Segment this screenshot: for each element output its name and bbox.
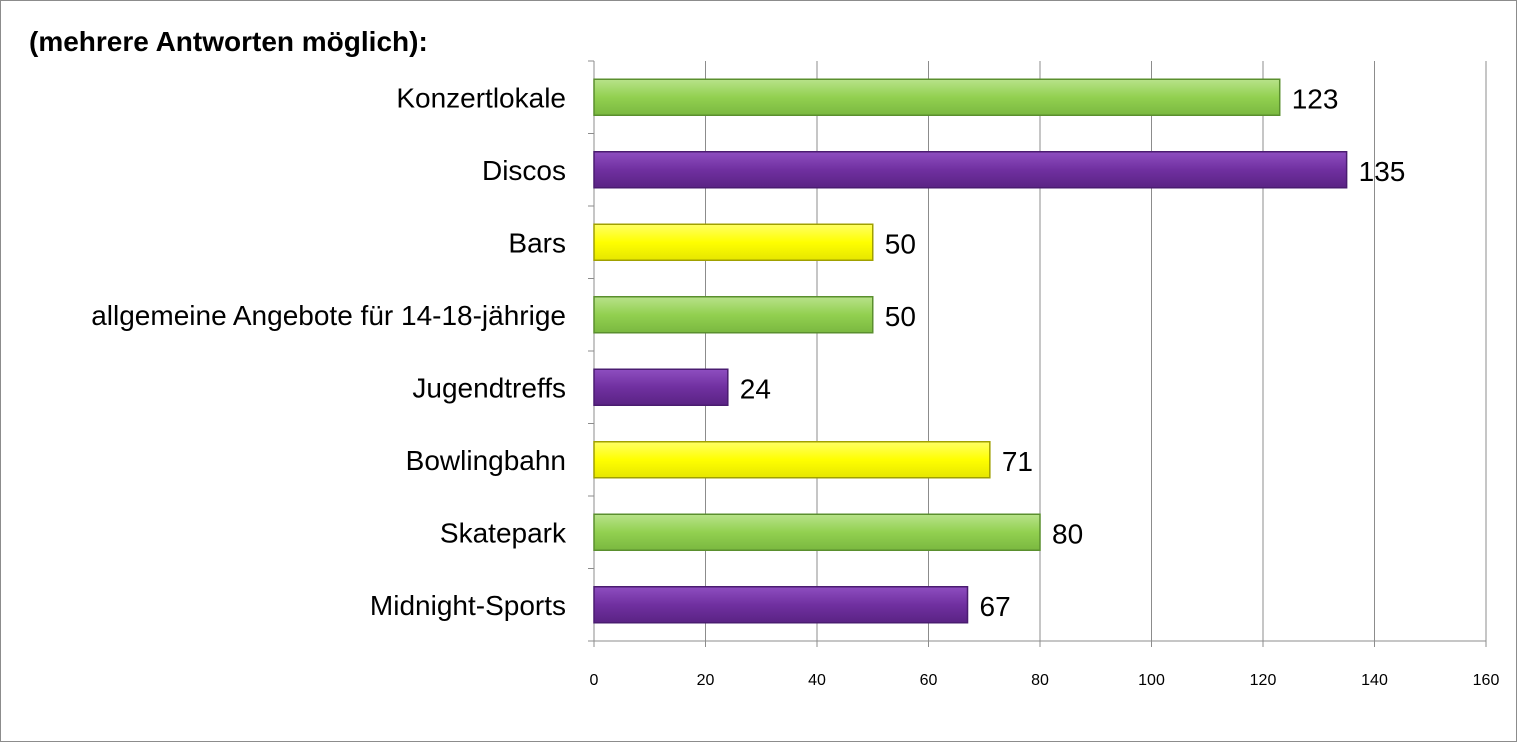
bar-0 <box>593 78 1281 116</box>
value-label: 24 <box>740 373 771 404</box>
category-label: Bowlingbahn <box>406 445 566 476</box>
x-tick-label: 20 <box>697 672 715 689</box>
chart-title: (mehrere Antworten möglich): <box>29 26 428 57</box>
value-label: 80 <box>1052 518 1083 549</box>
x-tick-label: 60 <box>920 672 938 689</box>
bar-6 <box>593 513 1041 551</box>
category-label: Jugendtreffs <box>412 372 566 403</box>
x-tick-label: 0 <box>590 672 599 689</box>
value-label: 50 <box>885 301 916 332</box>
x-tick-label: 160 <box>1473 672 1500 689</box>
x-tick-label: 140 <box>1361 672 1388 689</box>
bar-4 <box>593 368 729 406</box>
category-label: allgemeine Angebote für 14-18-jährige <box>91 300 566 331</box>
category-label: Discos <box>482 155 566 186</box>
bar-5 <box>593 441 991 479</box>
category-label: Skatepark <box>440 517 567 548</box>
category-label: Midnight-Sports <box>370 590 566 621</box>
x-tick-label: 80 <box>1031 672 1049 689</box>
x-tick-label: 100 <box>1138 672 1165 689</box>
axes <box>588 60 1487 647</box>
value-label: 135 <box>1359 156 1406 187</box>
category-label: Konzertlokale <box>396 82 566 113</box>
bars <box>593 78 1348 624</box>
value-label: 71 <box>1002 446 1033 477</box>
x-tick-label: 40 <box>808 672 826 689</box>
bar-1 <box>593 151 1348 189</box>
bar-3 <box>593 296 874 334</box>
labels: 0 20 40 60 80 100 120 140 160 Konzertlokale 123 Dis… <box>91 82 1499 689</box>
category-label: Bars <box>508 227 566 258</box>
bar-2 <box>593 223 874 261</box>
grid-lines <box>705 61 1487 641</box>
value-label: 50 <box>885 228 916 259</box>
bar-7 <box>593 586 969 624</box>
value-label: 123 <box>1292 83 1339 114</box>
value-label: 67 <box>980 591 1011 622</box>
x-tick-label: 120 <box>1250 672 1277 689</box>
